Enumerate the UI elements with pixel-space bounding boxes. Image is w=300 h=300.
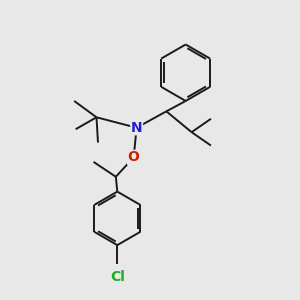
Text: O: O xyxy=(128,150,140,164)
Text: N: N xyxy=(131,121,142,135)
Text: Cl: Cl xyxy=(110,270,125,284)
